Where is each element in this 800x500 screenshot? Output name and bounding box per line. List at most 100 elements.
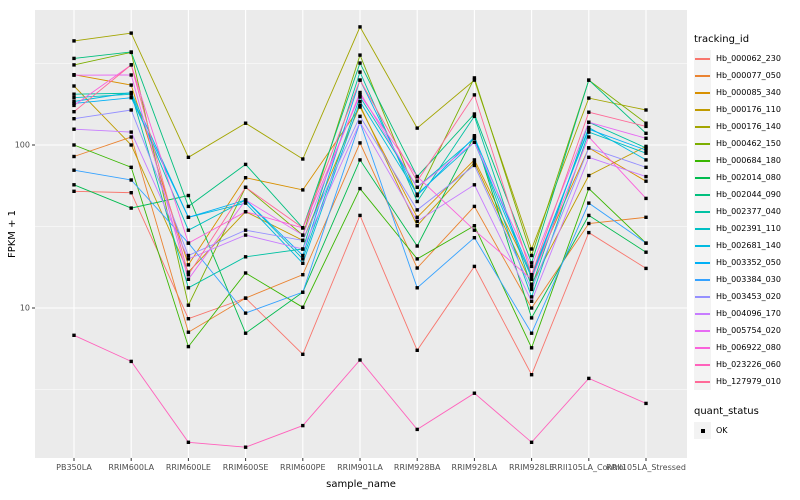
point-marker (72, 168, 76, 172)
point-marker (72, 92, 76, 96)
point-marker (358, 93, 362, 97)
axes: PB350LA RRIM600LA RRIM600LE RRIM600SE RRIM60… (15, 141, 686, 472)
legend-item-Hb_005754_020: Hb_005754_020 (694, 322, 798, 339)
line-swatch-icon (695, 177, 710, 179)
x-tick-label: RRIM901LA (337, 463, 383, 472)
y-axis-title: FPKM + 1 (7, 210, 18, 258)
x-tick-label: RRIM600LE (166, 463, 211, 472)
point-marker (186, 257, 191, 261)
point-marker (129, 50, 133, 54)
point-marker (415, 219, 419, 224)
point-marker (587, 110, 591, 114)
point-marker (644, 146, 648, 150)
legend-color-title: tracking_id (694, 34, 750, 45)
point-marker (72, 189, 76, 193)
point-marker (644, 148, 648, 152)
point-marker (358, 213, 362, 218)
point-marker (644, 124, 648, 129)
point-marker (301, 188, 305, 192)
point-marker (644, 108, 648, 112)
legend-item-label: Hb_003384_030 (716, 275, 781, 284)
line-swatch-icon (695, 313, 710, 315)
point-marker (644, 174, 648, 179)
legend-key-swatch (694, 422, 711, 439)
point-marker (529, 273, 534, 277)
legend-shape-title: quant_status (694, 406, 759, 417)
line-swatch-icon (695, 58, 710, 60)
point-marker (186, 317, 191, 321)
point-marker (358, 120, 362, 124)
legend-item-label: Hb_003453_020 (716, 292, 781, 301)
x-tick-label: RRIM600SE (223, 463, 269, 472)
point-marker (243, 121, 248, 125)
point-marker (644, 151, 648, 155)
legend-item-Hb_002681_140: Hb_002681_140 (694, 237, 798, 254)
data-points (72, 25, 648, 449)
point-marker (644, 196, 648, 201)
legend-key-swatch (694, 339, 711, 356)
legend-item-Hb_003384_030: Hb_003384_030 (694, 271, 798, 288)
point-marker (72, 143, 76, 147)
legend-item-label: Hb_002014_080 (716, 173, 781, 182)
point-marker (186, 253, 191, 258)
point-marker (358, 103, 362, 108)
point-marker (72, 73, 76, 77)
point-marker (415, 215, 419, 219)
legend-key-swatch (694, 152, 711, 169)
point-marker (472, 140, 477, 144)
legend-item-label: Hb_000077_050 (716, 71, 781, 80)
x-tick-label: RRIM928BA (394, 463, 441, 472)
point-marker (358, 95, 362, 99)
legend-key-swatch (694, 322, 711, 339)
point-marker (129, 31, 133, 35)
legend-item-label: Hb_000684_180 (716, 156, 781, 165)
point-marker (529, 373, 534, 377)
legend-item-label: Hb_002377_040 (716, 207, 781, 216)
point-marker (243, 228, 248, 232)
legend-item-label: Hb_000062_230 (716, 54, 781, 63)
line-swatch-icon (695, 109, 710, 111)
legend-item-Hb_003352_050: Hb_003352_050 (694, 254, 798, 271)
point-marker (644, 250, 648, 254)
point-marker (358, 25, 362, 29)
legend-item-label: Hb_002391_110 (716, 224, 781, 233)
point-marker (529, 261, 534, 265)
point-marker (529, 264, 534, 269)
point-marker (358, 70, 362, 74)
x-tick-label: RRIM928LE (509, 463, 554, 472)
point-marker (301, 273, 305, 277)
point-marker (644, 179, 648, 183)
point-marker (415, 185, 419, 189)
line-swatch-icon (695, 194, 710, 196)
x-tick-label: PB350LA (56, 463, 92, 472)
point-marker (644, 165, 648, 169)
point-marker (529, 440, 534, 444)
line-swatch-icon (695, 92, 710, 94)
legend-key-swatch (694, 84, 711, 101)
legend-item-label: Hb_000176_110 (716, 105, 781, 114)
legend-key-swatch (694, 169, 711, 186)
point-marker (243, 233, 248, 237)
legend-item-label: Hb_003352_050 (716, 258, 781, 267)
legend-item-Hb_002044_090: Hb_002044_090 (694, 186, 798, 203)
point-marker (72, 84, 76, 88)
point-marker (72, 117, 76, 121)
point-marker (186, 204, 191, 209)
point-marker (72, 96, 76, 100)
point-marker (529, 277, 534, 281)
point-marker (129, 178, 133, 182)
line-swatch-icon (695, 245, 710, 247)
x-tick-label: RRIM600LA (108, 463, 154, 472)
point-marker (415, 126, 419, 130)
point-marker (72, 333, 76, 337)
legend-item-label: Hb_002044_090 (716, 190, 781, 199)
point-marker (644, 136, 648, 140)
point-marker (72, 127, 76, 131)
point-marker (243, 162, 248, 167)
point-marker (587, 186, 591, 191)
point-marker (301, 305, 305, 309)
point-marker (186, 228, 191, 232)
legend-key-swatch (694, 118, 711, 135)
line-swatch-icon (695, 143, 710, 145)
